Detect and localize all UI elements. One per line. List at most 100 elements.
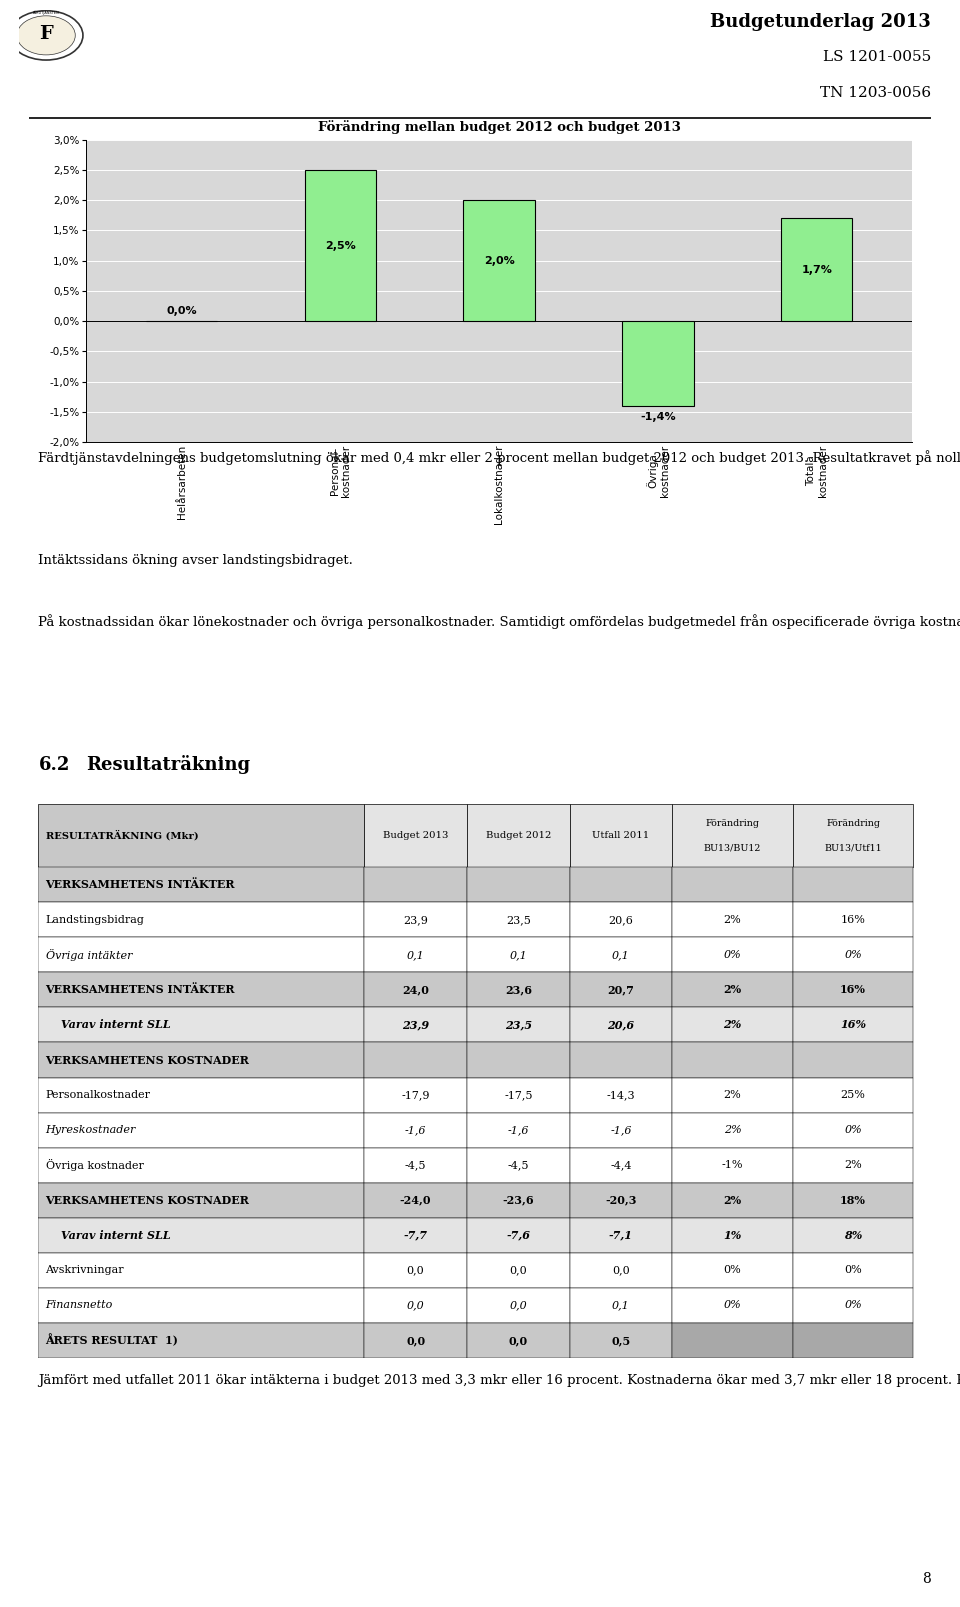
Text: 0,1: 0,1 <box>510 950 527 959</box>
Bar <box>569 1078 672 1112</box>
Bar <box>569 804 672 868</box>
Bar <box>793 1008 913 1043</box>
Bar <box>364 1323 467 1358</box>
Bar <box>364 804 467 868</box>
Bar <box>38 1112 364 1147</box>
Text: Övriga intäkter: Övriga intäkter <box>45 948 132 961</box>
Bar <box>364 1287 467 1323</box>
Bar <box>672 1008 793 1043</box>
Bar <box>793 937 913 972</box>
Text: 0,0%: 0,0% <box>166 307 197 317</box>
Bar <box>793 1147 913 1183</box>
Title: Förändring mellan budget 2012 och budget 2013: Förändring mellan budget 2012 och budget… <box>318 121 681 135</box>
Bar <box>467 1287 569 1323</box>
Text: -4,5: -4,5 <box>508 1160 529 1170</box>
Bar <box>38 1253 364 1287</box>
Bar <box>38 937 364 972</box>
Text: F: F <box>39 26 53 43</box>
Bar <box>672 1043 793 1078</box>
Text: Varav internt SLL: Varav internt SLL <box>60 1229 171 1241</box>
Text: 23,9: 23,9 <box>403 914 428 924</box>
Bar <box>672 972 793 1008</box>
Bar <box>793 1287 913 1323</box>
Bar <box>38 1008 364 1043</box>
Bar <box>364 1183 467 1218</box>
Text: -23,6: -23,6 <box>502 1194 534 1205</box>
Text: 16%: 16% <box>840 985 866 995</box>
Text: Övriga kostnader: Övriga kostnader <box>45 1159 143 1172</box>
Bar <box>467 937 569 972</box>
Bar <box>793 1218 913 1253</box>
Text: 8%: 8% <box>844 1229 862 1241</box>
Bar <box>569 1218 672 1253</box>
Bar <box>364 1043 467 1078</box>
Text: -24,0: -24,0 <box>400 1194 431 1205</box>
Bar <box>793 1253 913 1287</box>
Text: 1,7%: 1,7% <box>802 265 832 275</box>
Bar <box>569 1287 672 1323</box>
Text: 1%: 1% <box>724 1229 742 1241</box>
Bar <box>38 1043 364 1078</box>
Text: 8: 8 <box>923 1572 931 1586</box>
Text: 20,6: 20,6 <box>609 914 634 924</box>
Text: -14,3: -14,3 <box>607 1090 636 1101</box>
Text: Resultaträkning: Resultaträkning <box>86 755 251 775</box>
Text: Varav internt SLL: Varav internt SLL <box>60 1019 171 1030</box>
Text: Avskrivningar: Avskrivningar <box>45 1265 124 1276</box>
Text: Utfall 2011: Utfall 2011 <box>592 831 650 840</box>
Text: 6.2: 6.2 <box>38 755 70 775</box>
Bar <box>467 1183 569 1218</box>
Bar <box>38 902 364 937</box>
Text: 0%: 0% <box>844 1125 862 1135</box>
Bar <box>38 1183 364 1218</box>
Text: VERKSAMHETENS KOSTNADER: VERKSAMHETENS KOSTNADER <box>45 1194 250 1205</box>
Text: Budget 2013: Budget 2013 <box>383 831 448 840</box>
Text: 0%: 0% <box>724 1265 741 1276</box>
Text: 23,9: 23,9 <box>402 1019 429 1030</box>
Text: -1%: -1% <box>722 1160 743 1170</box>
Text: 0,0: 0,0 <box>406 1335 425 1347</box>
Bar <box>672 804 793 868</box>
Text: ÅRETS RESULTAT  1): ÅRETS RESULTAT 1) <box>45 1334 179 1347</box>
Text: 0,0: 0,0 <box>510 1265 527 1276</box>
Bar <box>793 1183 913 1218</box>
Text: Förändring: Förändring <box>826 820 880 828</box>
Text: 0,0: 0,0 <box>407 1300 424 1310</box>
Bar <box>672 1078 793 1112</box>
Text: 2%: 2% <box>724 1125 741 1135</box>
Text: 0,1: 0,1 <box>612 1300 630 1310</box>
Bar <box>793 972 913 1008</box>
Bar <box>569 1323 672 1358</box>
Bar <box>467 1253 569 1287</box>
Bar <box>569 868 672 902</box>
Bar <box>569 902 672 937</box>
Text: 25%: 25% <box>841 1090 866 1101</box>
Text: -4,4: -4,4 <box>611 1160 632 1170</box>
Text: Intäktssidans ökning avser landstingsbidraget.: Intäktssidans ökning avser landstingsbid… <box>38 554 353 567</box>
Text: -1,4%: -1,4% <box>640 411 676 421</box>
Text: Budgetunderlag 2013: Budgetunderlag 2013 <box>710 13 931 31</box>
Bar <box>364 1112 467 1147</box>
Bar <box>38 804 364 868</box>
Bar <box>569 1253 672 1287</box>
Text: 20,6: 20,6 <box>608 1019 635 1030</box>
Bar <box>569 1183 672 1218</box>
Text: 0,0: 0,0 <box>612 1265 630 1276</box>
Bar <box>364 972 467 1008</box>
Bar <box>672 1218 793 1253</box>
Bar <box>364 1218 467 1253</box>
Bar <box>364 1078 467 1112</box>
Bar <box>672 902 793 937</box>
Bar <box>467 1218 569 1253</box>
Bar <box>793 1043 913 1078</box>
Text: 0,0: 0,0 <box>510 1300 527 1310</box>
Bar <box>672 868 793 902</box>
Bar <box>672 1147 793 1183</box>
Text: Finansnetto: Finansnetto <box>45 1300 113 1310</box>
Bar <box>569 1008 672 1043</box>
Text: RESULTATRÄKNING (Mkr): RESULTATRÄKNING (Mkr) <box>45 831 199 840</box>
Bar <box>622 321 694 405</box>
Bar <box>569 937 672 972</box>
Bar <box>464 201 535 321</box>
Text: -7,7: -7,7 <box>403 1229 427 1241</box>
